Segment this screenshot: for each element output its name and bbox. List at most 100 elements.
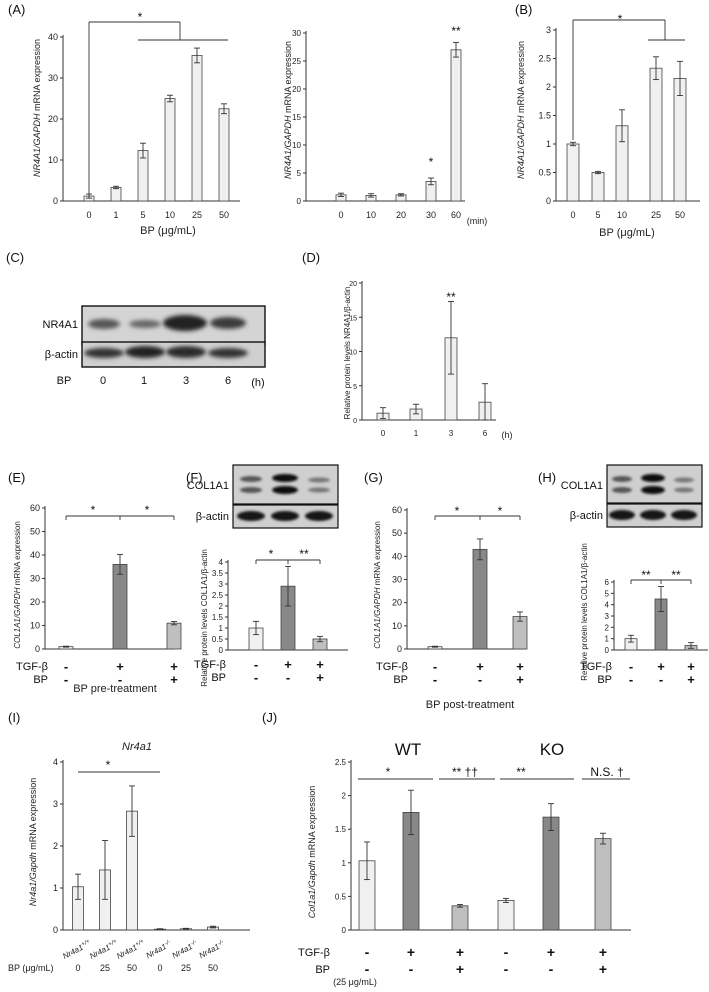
group-title-ko: KO: [540, 740, 565, 759]
y-tick-label: 1: [53, 883, 58, 893]
x-tick-label: 25: [192, 210, 202, 220]
tgf-sign: -: [629, 659, 633, 674]
y-tick-label: 2.5: [538, 54, 551, 64]
blot-h-row-label: β-actin: [570, 510, 603, 522]
y-tick-label: 15: [292, 113, 301, 122]
panel-label-i: (I): [8, 710, 20, 725]
ylabel-e-gene: COL1A1/GAPDH: [13, 587, 22, 649]
y-tick-label: 3: [605, 612, 610, 621]
ylabel-a1-rest: mRNA expression: [32, 39, 42, 114]
y-tick-label: 0: [53, 196, 58, 206]
y-tick-label: 5: [353, 384, 357, 391]
x-tick-label: 10: [366, 210, 376, 220]
x-tick-label: 0: [86, 210, 91, 220]
bp-sign: +: [599, 961, 607, 977]
bar: [472, 548, 488, 650]
tgf-beta-label: TGF-β: [194, 659, 226, 671]
y-tick-label: 20: [30, 597, 40, 607]
y-tick-label: 1: [605, 635, 610, 644]
significance-mark: **: [451, 24, 461, 38]
y-tick-label: 30: [292, 29, 301, 38]
x-tick-label: 0: [381, 429, 386, 438]
x-tick-label: 50: [675, 210, 685, 220]
ylabel-f: Relative protein levels COL1A1/β-actin: [200, 549, 209, 687]
genotype-label: Nr4a1+/+: [115, 938, 147, 960]
y-tick-label: 20: [349, 281, 357, 288]
y-tick-label: 10: [48, 155, 58, 165]
x-tick-label: 3: [449, 429, 454, 438]
y-tick-label: 2: [605, 623, 610, 632]
y-tick-label: 60: [30, 503, 40, 513]
bp-sign: -: [254, 670, 258, 685]
bar: [566, 143, 580, 202]
panel-label-c: (C): [6, 250, 24, 265]
blot-f-row-label: COL1A1: [187, 480, 229, 492]
bp-dose-label: 50: [127, 963, 137, 973]
y-tick-label: 40: [30, 550, 40, 560]
tgf-sign: +: [516, 659, 524, 674]
bar: [542, 816, 560, 931]
bp-sign: -: [286, 670, 290, 685]
x-tick-label: 5: [140, 210, 145, 220]
y-tick-label: 0: [53, 925, 58, 935]
significance-mark: **: [671, 568, 681, 582]
x-tick-label: 6: [483, 429, 488, 438]
y-tick-label: 20: [392, 598, 402, 608]
ylabel-i-gene: Nr4a1/Gapdh: [28, 852, 38, 906]
y-tick-label: 1: [219, 624, 224, 633]
bp-sign: -: [64, 672, 68, 687]
ylabel-g: COL1A1/GAPDH mRNA expression: [373, 521, 382, 649]
y-tick-label: 4: [605, 601, 610, 610]
y-tick-label: 10: [349, 350, 357, 357]
panel-label-j: (J): [262, 710, 277, 725]
significance-mark: *: [138, 10, 143, 24]
ylabel-j-rest: mRNA expression: [307, 786, 317, 861]
ylabel-g-rest: mRNA expression: [373, 521, 382, 587]
bar: [112, 564, 128, 650]
bp-sign: -: [365, 961, 370, 977]
tgf-beta-label: TGF-β: [376, 661, 408, 673]
y-tick-label: 2.5: [212, 591, 224, 600]
panel-label-g: (G): [364, 470, 383, 485]
y-tick-label: 10: [392, 621, 402, 631]
panel-label-d: (D): [302, 250, 320, 265]
y-tick-label: 0.5: [335, 892, 347, 901]
western-blot-h: COL1A1 β-actin: [561, 464, 703, 528]
bp-dose-label: 50: [208, 963, 218, 973]
significance-mark: *: [386, 765, 391, 779]
x-tick-label: 1: [414, 429, 419, 438]
y-tick-label: 5: [297, 169, 302, 178]
bp-label: BP: [393, 674, 408, 686]
blot-c-lane: 1: [141, 375, 147, 387]
bp-sign: +: [456, 961, 464, 977]
y-tick-label: 2: [219, 602, 224, 611]
bp-sign: -: [504, 961, 509, 977]
y-tick-label: 2: [53, 841, 58, 851]
y-tick-label: 2.5: [335, 758, 347, 767]
significance-mark: ** ††: [452, 765, 478, 779]
y-tick-label: 30: [392, 575, 402, 585]
tgf-sign: +: [316, 657, 324, 672]
bp-concentration-j: (25 μg/mL): [333, 977, 377, 987]
significance-mark: N.S. †: [590, 765, 623, 779]
tgf-sign: +: [657, 659, 665, 674]
bp-label: BP: [33, 674, 48, 686]
x-tick-label: 5: [595, 210, 600, 220]
x-tick-label: 60: [451, 210, 461, 220]
genotype-label: Nr4a1+/+: [88, 938, 120, 960]
title-i: Nr4a1: [122, 741, 152, 753]
tgf-sign: -: [64, 659, 68, 674]
y-tick-label: 1.5: [212, 613, 224, 622]
bar: [110, 187, 122, 202]
y-tick-label: 0: [353, 418, 357, 425]
bp-sign: -: [118, 672, 122, 687]
x-tick-label: 25: [651, 210, 661, 220]
y-tick-label: 30: [30, 574, 40, 584]
tgf-beta-label: TGF-β: [298, 947, 330, 959]
bar: [450, 49, 462, 202]
x-tick-label: 30: [426, 210, 436, 220]
panel-label-e: (E): [8, 470, 25, 485]
y-tick-label: 0: [397, 644, 402, 654]
blot-h-row-label: COL1A1: [561, 480, 603, 492]
